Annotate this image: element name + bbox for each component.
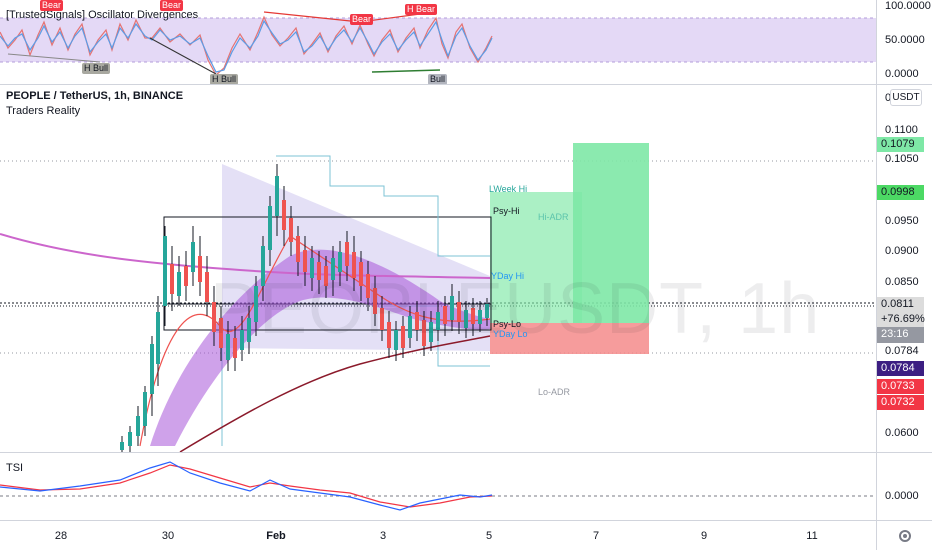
price-axis-0.0850: 0.0850 — [885, 276, 919, 288]
osc-axis-100: 100.0000 — [885, 0, 931, 12]
time-label-11: 11 — [806, 530, 818, 542]
current-price: 0.0811 — [877, 297, 924, 312]
pane-separator-3 — [0, 520, 932, 521]
chart-settings-button[interactable] — [877, 521, 932, 550]
price-axis-0.0950: 0.0950 — [885, 215, 919, 227]
pane-separator-2[interactable] — [0, 452, 932, 453]
pane-separator-1[interactable] — [0, 84, 932, 85]
price-axis-0.0600: 0.0600 — [885, 427, 919, 439]
time-label-5: 5 — [485, 530, 493, 542]
bar-countdown: 23:16 — [881, 328, 909, 340]
time-label-9: 9 — [700, 530, 708, 542]
signal-bear-1: Bear — [40, 0, 64, 11]
tsi-axis-0: 0.0000 — [885, 490, 919, 502]
currency-label: USDT — [892, 92, 920, 103]
price-axis-0.0900: 0.0900 — [885, 245, 919, 257]
price-axis-0.0784: 0.0784 — [885, 345, 919, 357]
price-pane[interactable]: PEOPLEUSDT, 1h PEOPLE / TetherUS, 1h, BI… — [0, 86, 876, 452]
symbol-watermark: PEOPLEUSDT, 1h — [210, 269, 821, 349]
signal-h-bear: H Bear — [405, 4, 438, 15]
indicator-legend[interactable]: Traders Reality — [6, 105, 81, 117]
time-label-3: 3 — [379, 530, 387, 542]
tsi-pane[interactable]: TSI — [0, 453, 876, 520]
tag-stop-1: 0.0733 — [877, 379, 924, 394]
level-psy-hi: Psy-Hi — [493, 206, 520, 216]
oscillator-title: [TrustedSignals] Oscillator Divergences — [6, 9, 199, 21]
tag-stop-2: 0.0732 — [877, 395, 924, 410]
current-price-tag: 0.0811 +76.69% 23:16 — [877, 297, 925, 343]
level-lo-adr: Lo-ADR — [538, 387, 571, 397]
oscillator-pane[interactable]: [TrustedSignals] Oscillator Divergences … — [0, 0, 876, 86]
oscillator-svg — [0, 11, 876, 76]
tsi-svg — [0, 461, 876, 511]
signal-h-bull-2: H Bull — [210, 74, 239, 85]
level-psy-lo: Psy-Lo — [493, 319, 522, 329]
time-label-28: 28 — [54, 530, 68, 542]
level-lweek-hi: LWeek Hi — [489, 184, 528, 194]
time-label-feb: Feb — [266, 530, 286, 542]
price-chart-svg — [0, 143, 876, 452]
level-hi-adr: Hi-ADR — [538, 212, 569, 222]
signal-bear-2: Bear — [160, 0, 184, 11]
time-axis[interactable] — [0, 521, 876, 550]
price-axis-separator[interactable] — [876, 0, 877, 550]
signal-bull: Bull — [428, 74, 448, 85]
price-axis-0.1050: 0.1050 — [885, 153, 919, 165]
tag-target-1: 0.1079 — [877, 137, 924, 152]
price-change: +76.69% — [877, 312, 925, 327]
currency-button[interactable]: USDT — [890, 89, 922, 106]
level-yday-lo: YDay Lo — [493, 329, 528, 339]
candles — [120, 164, 489, 452]
level-yday-hi: YDay Hi — [491, 271, 525, 281]
price-axis-0.1100: 0.1100 — [885, 124, 918, 136]
symbol-info[interactable]: PEOPLE / TetherUS, 1h, BINANCE — [6, 90, 184, 102]
tag-target-2: 0.0998 — [877, 185, 924, 200]
osc-axis-0: 0.0000 — [885, 68, 919, 80]
signal-bear-3: Bear — [350, 14, 374, 25]
tsi-title[interactable]: TSI — [6, 462, 24, 474]
tag-ma: 0.0784 — [877, 361, 924, 376]
time-label-30: 30 — [161, 530, 175, 542]
signal-h-bull-1: H Bull — [82, 63, 111, 74]
gear-icon — [899, 530, 911, 542]
price-axis-top: 0 — [885, 92, 892, 104]
osc-axis-50: 50.0000 — [885, 34, 925, 46]
time-label-7: 7 — [592, 530, 600, 542]
